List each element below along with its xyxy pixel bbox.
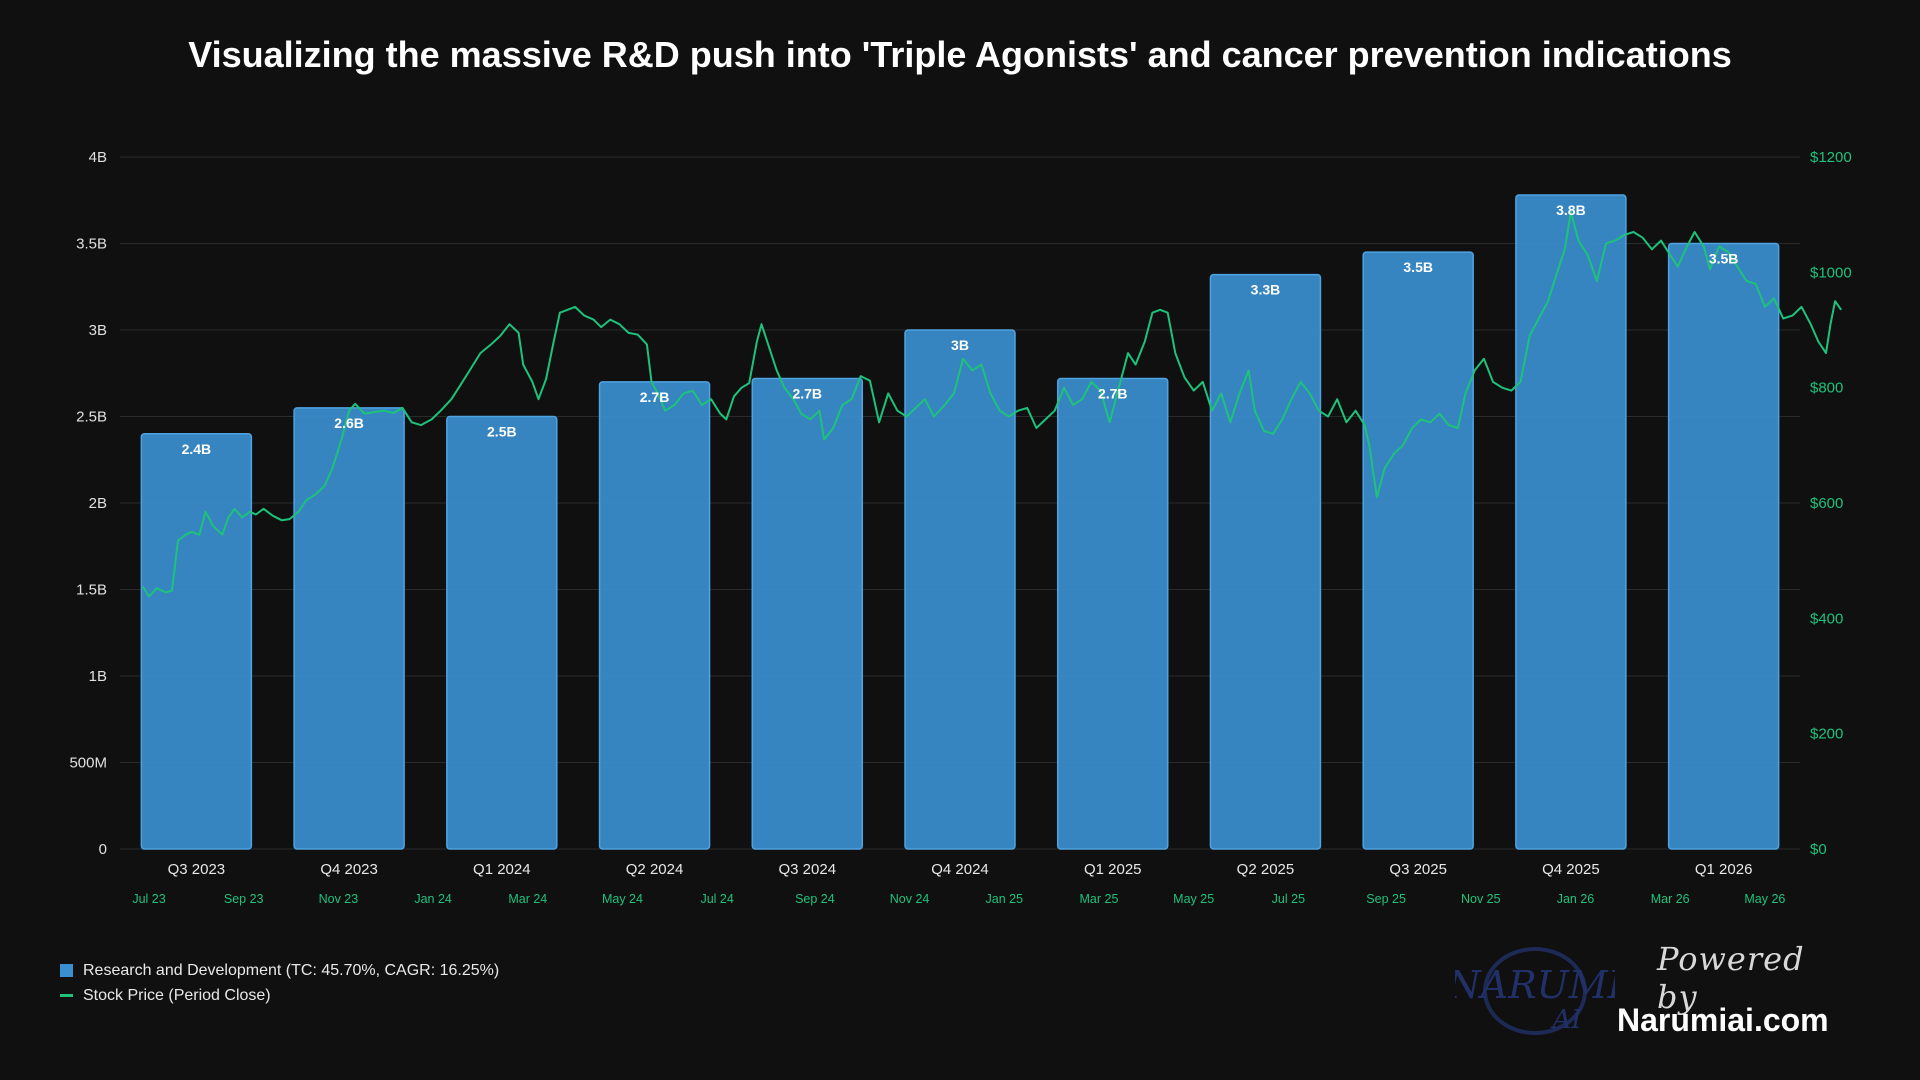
- chart-title: Visualizing the massive R&D push into 'T…: [188, 34, 1732, 75]
- x-date-tick-label: Mar 25: [1080, 892, 1119, 906]
- y-left-tick-label: 500M: [69, 755, 107, 772]
- x-category-label: Q4 2023: [320, 861, 378, 878]
- powered-by-text: Powered by: [1657, 940, 1805, 1016]
- x-category-label: Q4 2025: [1542, 861, 1600, 878]
- y-right-tick-label: $1000: [1810, 264, 1852, 281]
- x-category-label: Q3 2023: [168, 861, 226, 878]
- bar[interactable]: [904, 329, 1016, 850]
- y-left-tick-label: 3.5B: [76, 236, 107, 253]
- x-category-label: Q1 2024: [473, 861, 531, 878]
- x-date-tick-label: Jan 26: [1557, 892, 1595, 906]
- narumi-logo: NARUMI AI: [1455, 947, 1615, 1035]
- y-left-tick-label: 2B: [89, 495, 107, 512]
- site-link[interactable]: Narumiai.com: [1617, 1002, 1829, 1038]
- y-left-tick-label: 1.5B: [76, 582, 107, 599]
- bar[interactable]: [446, 415, 558, 850]
- bar-value-label: 3B: [951, 337, 969, 353]
- bar-value-label: 2.7B: [1098, 385, 1128, 401]
- bar-value-label: 3.5B: [1403, 259, 1433, 275]
- bar[interactable]: [751, 377, 864, 850]
- price-line-series: [142, 210, 1843, 598]
- x-date-tick-label: Nov 25: [1461, 892, 1501, 906]
- y-right-tick-label: $0: [1810, 841, 1827, 858]
- y-left-tick-label: 2.5B: [76, 409, 107, 426]
- x-category-label: Q1 2026: [1695, 861, 1753, 878]
- bar[interactable]: [1362, 251, 1474, 850]
- x-date-tick-label: Mar 24: [508, 892, 547, 906]
- bar-series: [140, 194, 1780, 850]
- y-left-tick-label: 1B: [89, 668, 107, 685]
- bar[interactable]: [1515, 194, 1627, 850]
- y-left-tick-label: 3B: [89, 322, 107, 339]
- x-date-tick-label: Sep 24: [795, 892, 835, 906]
- logo-main-text: NARUMI: [1455, 963, 1615, 1007]
- bar-value-label: 3.3B: [1251, 282, 1281, 298]
- x-date-tick-label: Nov 24: [890, 892, 930, 906]
- bar[interactable]: [1667, 242, 1780, 850]
- y-right-tick-label: $200: [1810, 726, 1843, 743]
- x-category-label: Q1 2025: [1084, 861, 1142, 878]
- x-date-tick-label: May 25: [1173, 892, 1214, 906]
- y-left-tick-label: 0: [99, 841, 107, 858]
- legend-label-rd: Research and Development (TC: 45.70%, CA…: [83, 961, 500, 979]
- legend-swatch-bar: [60, 964, 73, 977]
- x-date-tick-label: May 26: [1744, 892, 1785, 906]
- x-date-tick-label: Jan 25: [986, 892, 1024, 906]
- y-right-tick-label: $600: [1810, 495, 1843, 512]
- bar-value-labels: 2.4B 2.6B 2.5B 2.7B 2.7B 3B 2.7B 3.3B 3.5B 3.8B 3.…: [182, 202, 1739, 457]
- bar-value-label: 2.7B: [640, 389, 670, 405]
- y-right-tick-label: $800: [1810, 380, 1843, 397]
- bar-value-label: 2.5B: [487, 424, 517, 440]
- x-category-label: Q4 2024: [931, 861, 989, 878]
- bar[interactable]: [293, 407, 405, 850]
- x-category-label: Q3 2024: [778, 861, 836, 878]
- bar-value-label: 2.7B: [792, 385, 822, 401]
- y-right-tick-label: $1200: [1810, 149, 1852, 166]
- x-date-tick-label: Jul 23: [132, 892, 165, 906]
- x-date-tick-label: Sep 23: [224, 892, 264, 906]
- x-date-tick-label: Jan 24: [414, 892, 452, 906]
- bar[interactable]: [1209, 273, 1322, 850]
- legend-swatch-line: [60, 994, 73, 997]
- y-right-tick-label: $400: [1810, 610, 1843, 627]
- bar-value-label: 3.8B: [1556, 202, 1586, 218]
- y-left-tick-label: 4B: [89, 149, 107, 166]
- bar-value-label: 3.5B: [1709, 251, 1739, 267]
- axes: 0 500M 1B 1.5B 2B 2.5B 3B 3.5B 4B $0 $200 $400 $600 $…: [69, 149, 1851, 906]
- x-date-tick-label: Jul 25: [1272, 892, 1305, 906]
- legend: Research and Development (TC: 45.70%, CA…: [60, 958, 499, 1008]
- x-category-label: Q3 2025: [1389, 861, 1447, 878]
- x-category-label: Q2 2024: [626, 861, 684, 878]
- x-date-tick-label: Mar 26: [1651, 892, 1690, 906]
- bar[interactable]: [598, 381, 711, 850]
- legend-label-price: Stock Price (Period Close): [83, 986, 271, 1004]
- legend-item-rd[interactable]: Research and Development (TC: 45.70%, CA…: [60, 958, 499, 983]
- legend-item-price[interactable]: Stock Price (Period Close): [60, 983, 499, 1008]
- bar[interactable]: [1056, 377, 1169, 850]
- logo-sub-text: AI: [1550, 1005, 1582, 1035]
- bar-value-label: 2.6B: [334, 415, 364, 431]
- x-date-tick-label: Nov 23: [319, 892, 359, 906]
- x-date-tick-label: Jul 24: [700, 892, 733, 906]
- price-line[interactable]: [142, 210, 1843, 598]
- bar-value-label: 2.4B: [182, 441, 212, 457]
- x-category-label: Q2 2025: [1237, 861, 1295, 878]
- branding: NARUMI AI Powered by Narumiai.com: [1455, 940, 1855, 1040]
- x-date-tick-label: Sep 25: [1366, 892, 1406, 906]
- bar[interactable]: [140, 433, 253, 850]
- x-date-tick-label: May 24: [602, 892, 643, 906]
